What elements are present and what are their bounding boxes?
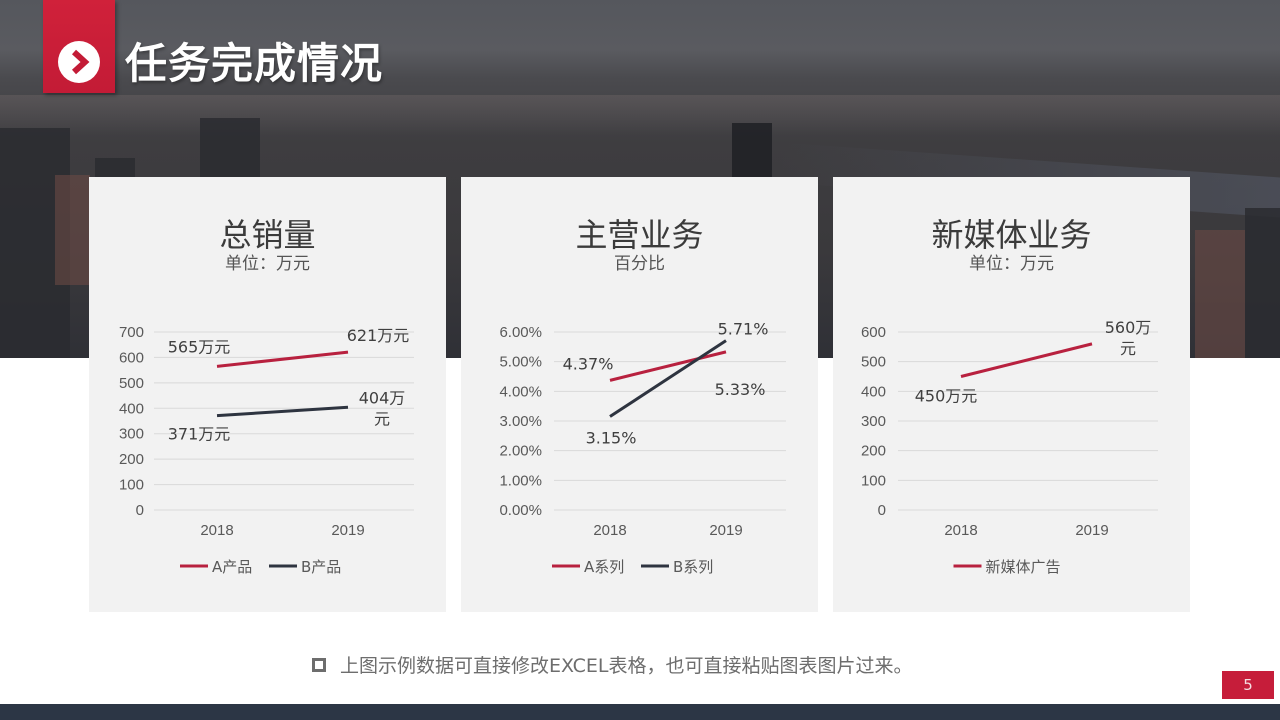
title-accent-block [43, 0, 115, 93]
legend-label: B产品 [301, 558, 341, 576]
line-chart: 0.00% 1.00% 2.00% 3.00% 4.00% 5.00% 6.00% 2018 2… [499, 320, 786, 576]
x-tick-label: 2018 [944, 522, 977, 539]
chart-subtitle: 单位：万元 [969, 254, 1054, 274]
data-label: 元 [374, 409, 390, 428]
x-tick-label: 2019 [709, 522, 742, 539]
footnote: 上图示例数据可直接修改EXCEL表格，也可直接粘贴图表图片过来。 [312, 651, 913, 677]
y-tick-label: 400 [861, 383, 886, 400]
building-warm [1195, 230, 1245, 358]
y-tick-label: 200 [861, 443, 886, 460]
x-tick-label: 2018 [593, 522, 626, 539]
chart-title: 新媒体业务 [931, 216, 1092, 254]
y-tick-label: 3.00% [499, 413, 542, 430]
data-label: 5.71% [718, 320, 769, 339]
y-tick-label: 5.00% [499, 354, 542, 371]
y-tick-label: 500 [861, 354, 886, 371]
data-label: 565万元 [168, 337, 231, 356]
series-line [609, 350, 727, 382]
data-label: 404万 [359, 388, 406, 407]
chart-title: 主营业务 [575, 216, 704, 254]
y-tick-label: 0.00% [499, 502, 542, 519]
data-label: 3.15% [586, 429, 637, 448]
data-label: 621万元 [347, 326, 410, 345]
legend-label: A系列 [584, 558, 624, 576]
series-line [960, 342, 1093, 378]
x-tick-label: 2019 [1075, 522, 1108, 539]
x-tick-label: 2019 [331, 522, 364, 539]
chart-card-main-business: 主营业务 百分比 0.00% 1.00% 2.00% 3.00% 4.00% 5.00% 6… [461, 177, 818, 612]
y-tick-label: 600 [119, 349, 144, 366]
data-label: 4.37% [563, 354, 614, 373]
chart-card-new-media: 新媒体业务 单位：万元 0 100 200 300 400 500 600 2018 2019 4… [833, 177, 1190, 612]
data-label: 371万元 [168, 425, 231, 444]
y-tick-label: 4.00% [499, 383, 542, 400]
footnote-text: 上图示例数据可直接修改EXCEL表格，也可直接粘贴图表图片过来。 [340, 654, 913, 677]
data-label: 元 [1120, 339, 1136, 358]
chevron-right-circle-icon [58, 41, 100, 83]
series-line [216, 405, 349, 418]
legend-label: B系列 [673, 558, 713, 576]
footer-bar [0, 704, 1280, 720]
y-tick-label: 300 [861, 413, 886, 430]
series-line [609, 339, 727, 418]
y-tick-label: 500 [119, 375, 144, 392]
y-tick-label: 100 [861, 472, 886, 489]
legend-label: A产品 [212, 558, 252, 576]
chart-title: 总销量 [219, 216, 316, 254]
y-tick-label: 200 [119, 451, 144, 468]
y-tick-label: 2.00% [499, 443, 542, 460]
data-label: 5.33% [715, 380, 766, 399]
hollow-square-bullet-icon [312, 657, 326, 672]
haze-overlay [0, 95, 1280, 135]
data-label: 450万元 [915, 387, 978, 406]
building [1245, 208, 1280, 358]
y-tick-label: 600 [861, 324, 886, 341]
page-number-badge: 5 [1222, 671, 1274, 699]
line-chart: 0 100 200 300 400 500 600 700 2018 2019 565万元 621万元… [119, 324, 414, 576]
y-tick-label: 100 [119, 477, 144, 494]
chart-subtitle: 百分比 [614, 254, 665, 274]
y-tick-label: 1.00% [499, 472, 542, 489]
legend-label: 新媒体广告 [986, 558, 1061, 576]
x-tick-label: 2018 [200, 522, 233, 539]
line-chart: 0 100 200 300 400 500 600 2018 2019 450万元 560万元新媒体… [861, 318, 1158, 576]
chart-subtitle: 单位：万元 [225, 254, 310, 274]
y-tick-label: 300 [119, 426, 144, 443]
page-title: 任务完成情况 [125, 39, 384, 88]
series-line [216, 350, 349, 368]
y-tick-label: 700 [119, 324, 144, 341]
y-tick-label: 400 [119, 400, 144, 417]
building-warm [55, 175, 90, 285]
data-label: 560万 [1105, 318, 1152, 337]
y-tick-label: 6.00% [499, 324, 542, 341]
chart-card-total-sales: 总销量 单位：万元 0 100 200 300 400 500 600 700 2018 2019… [89, 177, 446, 612]
y-tick-label: 0 [136, 502, 144, 519]
y-tick-label: 0 [878, 502, 886, 519]
